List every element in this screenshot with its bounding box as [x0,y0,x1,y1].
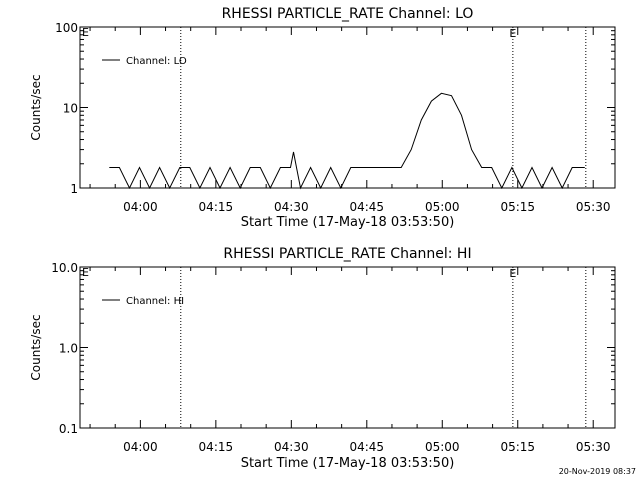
plot-frame [79,26,616,189]
x-tick-label: 04:45 [349,200,384,214]
y-tick-label: 1 [70,182,78,196]
left-edge-marker: E [82,266,89,279]
y-tick-label: 0.1 [59,422,78,436]
y-tick-label: 10.0 [51,261,78,275]
x-tick-label: 04:30 [274,200,309,214]
plot-timestamp: 20-Nov-2019 08:37 [558,467,636,476]
y-axis-label: Counts/sec [29,314,43,380]
x-tick-label: 04:30 [274,440,309,454]
legend-label: Channel: HI [126,296,184,307]
legend-label: Channel: LO [126,56,187,67]
event-marker-label: E [509,267,516,280]
x-tick-label: 05:00 [425,200,460,214]
x-tick-label: 04:00 [123,440,158,454]
y-tick-label: 10 [63,102,78,116]
series-line [109,92,585,190]
plot-frame [79,266,616,429]
x-tick-label: 04:15 [199,200,234,214]
x-axis-label: Start Time (17-May-18 03:53:50) [241,215,455,230]
chart-title: RHESSI PARTICLE_RATE Channel: LO [222,6,474,22]
x-tick-label: 04:15 [199,440,234,454]
x-tick-label: 05:30 [576,440,611,454]
x-tick-label: 04:45 [349,440,384,454]
x-axis-label: Start Time (17-May-18 03:53:50) [241,456,455,471]
x-tick-label: 05:15 [500,440,535,454]
y-axis-label: Counts/sec [29,74,43,140]
y-tick-label: 1.0 [59,342,78,356]
x-tick-label: 05:15 [500,200,535,214]
y-tick-label: 100 [55,21,78,35]
x-tick-label: 04:00 [123,200,158,214]
left-edge-marker: E [82,26,89,39]
chart-title: RHESSI PARTICLE_RATE Channel: HI [223,246,471,262]
event-marker-label: E [509,27,516,40]
x-tick-label: 05:30 [576,200,611,214]
x-tick-label: 05:00 [425,440,460,454]
